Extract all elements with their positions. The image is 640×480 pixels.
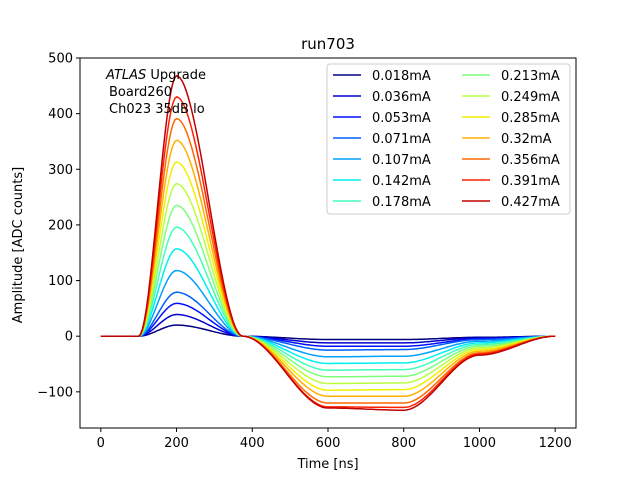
series-line-6	[100, 226, 556, 371]
legend-label-8: 0.249mA	[501, 90, 560, 105]
annotation-upgrade: Upgrade	[146, 68, 206, 83]
y-tick-label: 400	[48, 107, 73, 122]
legend-label-6: 0.178mA	[372, 195, 431, 210]
series-line-9	[100, 161, 556, 391]
y-tick-label: −100	[37, 385, 73, 400]
x-tick-label: 400	[240, 436, 265, 451]
annotation-atlas: ATLAS	[105, 68, 146, 83]
legend-label-12: 0.391mA	[501, 174, 560, 189]
x-tick-label: 800	[391, 436, 416, 451]
series-line-10	[100, 139, 556, 398]
legend-label-0: 0.018mA	[372, 69, 431, 84]
chart-title: run703	[301, 35, 355, 53]
y-tick-label: 500	[48, 52, 73, 67]
series-line-5	[100, 248, 556, 365]
series-line-1	[100, 313, 556, 344]
annotation-line-2: Board260	[109, 85, 172, 100]
series-line-8	[100, 182, 556, 385]
legend-label-4: 0.107mA	[372, 153, 431, 168]
annotation-line-3: Ch023 35dB lo	[109, 102, 205, 117]
series-line-4	[100, 269, 556, 358]
legend-label-9: 0.285mA	[501, 111, 560, 126]
y-tick-label: 200	[48, 218, 73, 233]
y-tick-label: 300	[48, 163, 73, 178]
legend-label-11: 0.356mA	[501, 153, 560, 168]
series-line-12	[100, 96, 556, 409]
legend-label-10: 0.32mA	[501, 132, 552, 147]
x-axis-label: Time [ns]	[296, 457, 358, 472]
y-axis-label: Amplitude [ADC counts]	[11, 167, 26, 323]
y-tick-label: 0	[65, 330, 73, 345]
legend: 0.018mA 0.036mA 0.053mA 0.071mA 0.107mA 0.142…	[326, 63, 571, 215]
plot-area	[100, 75, 556, 411]
legend-label-7: 0.213mA	[501, 69, 560, 84]
y-tick-label: 100	[48, 274, 73, 289]
legend-label-2: 0.053mA	[372, 111, 431, 126]
legend-label-3: 0.071mA	[372, 132, 431, 147]
axes: 0 200 400 600 800 1000 1200 −100 0 100 200 300 400 50…	[37, 52, 577, 451]
legend-label-1: 0.036mA	[372, 90, 431, 105]
annotation: ATLAS Upgrade Board260 Ch023 35dB lo	[105, 68, 206, 117]
annotation-line-1: ATLAS Upgrade	[105, 68, 206, 83]
x-tick-label: 0	[97, 436, 105, 451]
series-line-13	[100, 75, 556, 411]
legend-box	[326, 63, 571, 215]
x-tick-label: 600	[316, 436, 341, 451]
x-tick-label: 1200	[539, 436, 572, 451]
legend-label-13: 0.427mA	[501, 195, 560, 210]
legend-label-5: 0.142mA	[372, 174, 431, 189]
series-line-7	[100, 204, 556, 378]
x-tick-label: 1000	[463, 436, 496, 451]
series-line-11	[100, 117, 556, 404]
x-tick-label: 200	[164, 436, 189, 451]
